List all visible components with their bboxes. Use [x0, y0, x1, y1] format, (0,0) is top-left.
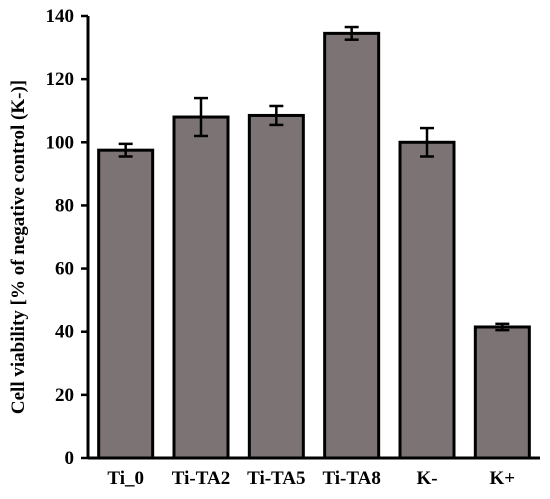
y-tick-label: 100: [46, 132, 75, 153]
x-tick-label-Ti-TA2: Ti-TA2: [172, 468, 230, 489]
bar-Ti-TA5: [247, 113, 305, 460]
x-tick-label-K+: K+: [490, 468, 516, 489]
bar-Ti_0: [97, 148, 155, 460]
bar-Ti-TA8: [323, 31, 381, 460]
x-tick-label-Ti_0: Ti_0: [107, 468, 144, 489]
x-tick-label-Ti-TA5: Ti-TA5: [247, 468, 305, 489]
bar-K+: [473, 325, 531, 460]
x-tick-label-Ti-TA8: Ti-TA8: [322, 468, 380, 489]
y-tick-label: 0: [65, 448, 75, 469]
y-tick-label: 140: [46, 6, 75, 27]
error-bars: [118, 25, 510, 332]
y-tick-label: 60: [55, 259, 74, 280]
y-tick-label: 20: [55, 385, 74, 406]
x-axis: Ti_0 Ti-TA2 Ti-TA5 Ti-TA8 K- K+: [88, 456, 540, 489]
y-axis: 0 20 40 60 80 100 120 140: [46, 6, 90, 469]
bar-Ti-TA2: [172, 115, 230, 460]
bar-K-: [398, 140, 456, 460]
bars: [97, 31, 531, 460]
y-tick-label: 40: [55, 322, 74, 343]
y-axis-label: Cell viability [% of negative control (K…: [8, 80, 29, 414]
y-tick-label: 80: [55, 195, 74, 216]
y-tick-label: 120: [46, 69, 75, 90]
x-tick-label-K-: K-: [416, 468, 437, 489]
